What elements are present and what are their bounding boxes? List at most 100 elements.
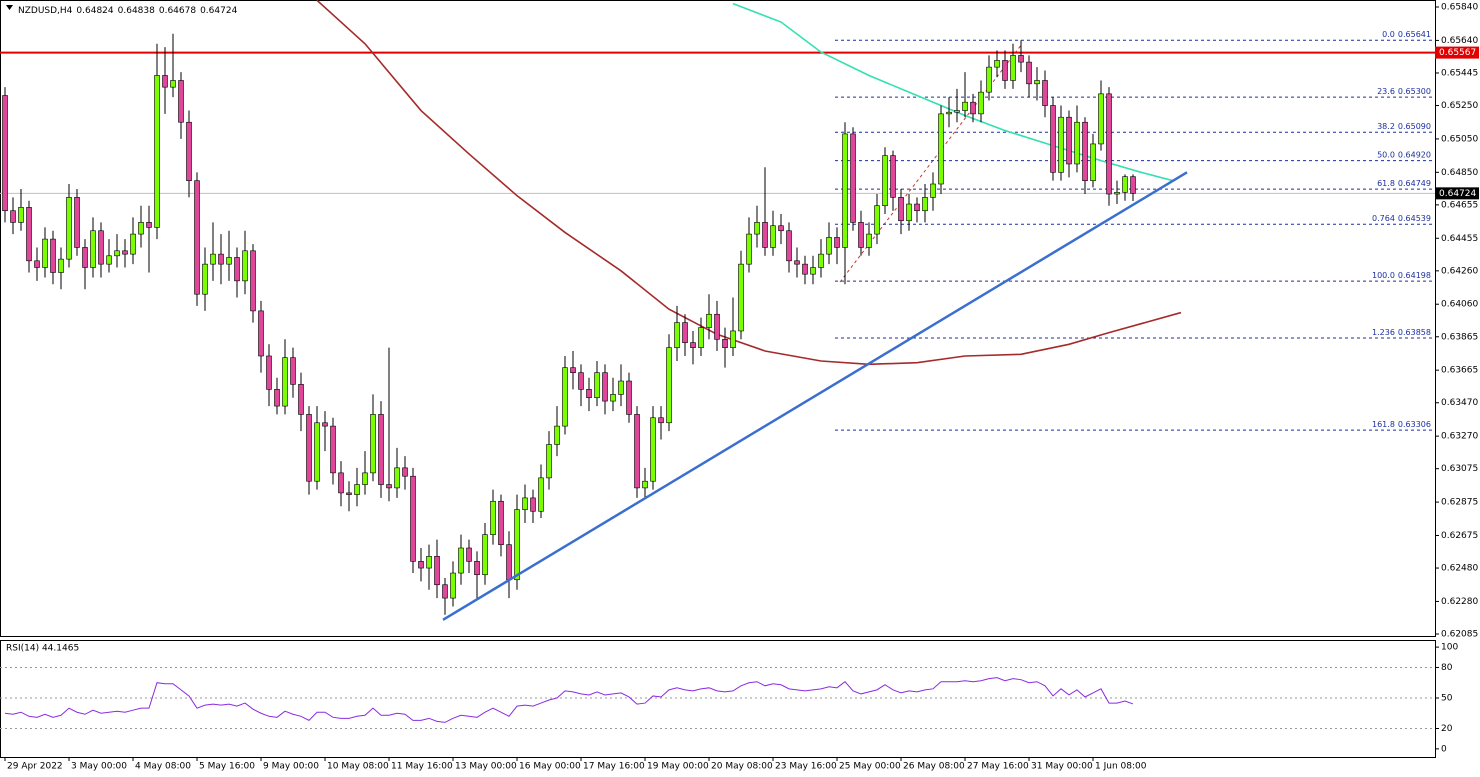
candle-body [1098,93,1104,145]
candle-body [1122,176,1128,193]
rsi-tick-label: 0 [1441,744,1447,754]
fib-label: 50.0 0.64920 [1377,150,1431,159]
candle-body [66,197,72,260]
candle-body [298,384,304,415]
candle-body [570,367,576,373]
current-price-label: 0.64724 [1439,189,1476,199]
fib-ratio: 23.6 [1377,87,1395,96]
x-tick-label: 26 May 08:00 [903,762,965,772]
candle-body [906,203,912,222]
x-tick-label: 27 May 16:00 [967,762,1029,772]
candle-body [994,60,1000,68]
candle-body [778,225,784,232]
candle-body [714,313,720,340]
x-tick-label: 16 May 00:00 [519,762,581,772]
candle-body [794,260,800,265]
candle-body [138,222,144,235]
candle-body [106,255,112,265]
candle-body [1082,121,1088,181]
header-high: 0.64838 [118,6,155,16]
fib-label: 161.8 0.63306 [1372,420,1431,429]
resistance-label: 0.65567 [1439,48,1476,58]
candle-body [498,500,504,545]
rsi-title: RSI(14) 44.1465 [6,644,79,654]
candle-body [610,394,616,402]
rsi-layer [0,666,1435,730]
candle-body [746,233,752,265]
candle-body [962,101,968,111]
candle-body [410,475,416,562]
candle-body [434,556,440,586]
fib-price: 0.65641 [1398,30,1431,39]
candle-body [786,230,792,262]
candle-body [442,584,448,599]
candle-body [154,75,160,228]
y-tick-label: 0.65840 [1441,3,1478,13]
candle-body [506,544,512,581]
candle-body [938,113,944,185]
candle-body [586,389,592,399]
candle-body [882,155,888,207]
candle-body [202,263,208,295]
candle-body [818,253,824,268]
fib-ratio: 1.236 [1372,327,1395,336]
x-tick-label: 9 May 00:00 [263,762,319,772]
candle-body [986,66,992,93]
candle-body [634,414,640,489]
candle-body [458,547,464,574]
candle-body [50,238,56,273]
candle-body [130,233,136,255]
candle-body [322,422,328,427]
candle-body [546,444,552,479]
y-tick-label: 0.62480 [1441,564,1478,574]
candle-body [770,225,776,248]
candle-body [186,121,192,181]
candle-body [2,95,8,212]
fib-ratio: 61.8 [1377,179,1395,188]
candle-body [482,534,488,576]
candle-body [210,253,216,265]
candle-body [306,414,312,482]
axis-layer: 0.65840 0.65640 0.65445 0.65250 0.65050 0.648… [4,3,1479,772]
x-tick-label: 29 Apr 2022 [7,762,63,772]
y-tick-label: 0.65050 [1441,134,1478,144]
fib-price: 0.65300 [1398,87,1431,96]
candle-body [1018,55,1024,63]
y-tick-label: 0.65445 [1441,68,1478,78]
y-tick-label: 0.64655 [1441,200,1478,210]
y-tick-label: 0.64060 [1441,300,1478,310]
candle-body [626,380,632,415]
x-tick-label: 25 May 00:00 [839,762,901,772]
candle-body [858,222,864,248]
candle-body [810,267,816,275]
candle-body [826,237,832,255]
candle-body [1042,80,1048,106]
candle-body [762,222,768,248]
x-tick-label: 1 Jun 08:00 [1095,762,1147,772]
candle-body [146,222,152,228]
fib-price: 0.64198 [1398,271,1431,280]
candle-body [802,263,808,275]
candle-body [26,207,32,262]
candle-body [874,205,880,235]
candle-body [866,233,872,248]
fib-ratio: 100.0 [1372,271,1395,280]
resistance-box [1435,46,1479,59]
header-low: 0.64678 [159,6,196,16]
candle-body [370,414,376,474]
candle-body [930,183,936,198]
x-tick-label: 23 May 16:00 [775,762,837,772]
candle-body [850,133,856,223]
candle-body [914,203,920,212]
candle-body [594,372,600,399]
candle-body [1066,116,1072,165]
candle-body [642,480,648,489]
x-tick-label: 19 May 00:00 [647,762,709,772]
candle-body [1130,176,1136,194]
x-tick-label: 3 May 00:00 [71,762,127,772]
candle-body [674,322,680,348]
candle-body [82,247,88,268]
candle-body [466,547,472,562]
y-tick-label: 0.64455 [1441,234,1478,244]
